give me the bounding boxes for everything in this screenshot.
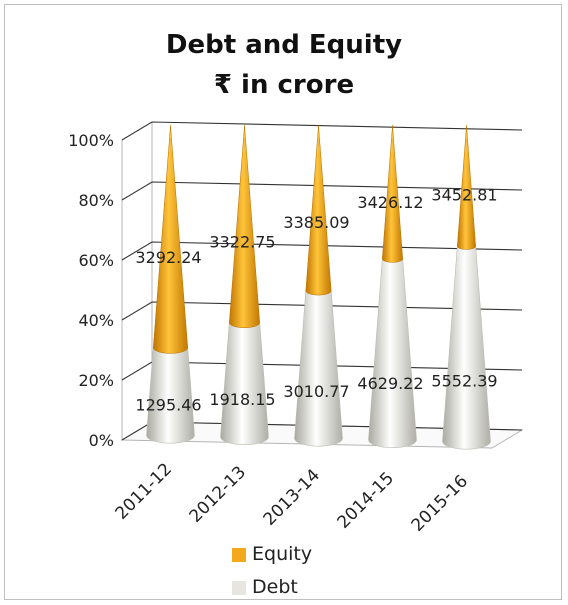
legend-swatch-equity (232, 547, 246, 562)
data-label-debt: 3010.77 (283, 382, 349, 401)
chart-subtitle: ₹ in crore (213, 70, 355, 100)
gridline (121, 181, 523, 201)
cone-debt-segment (442, 246, 491, 450)
x-tick-label: 2012-13 (186, 462, 250, 526)
cone-debt-segment (146, 347, 195, 444)
x-tick-label: 2013-14 (260, 465, 324, 529)
cone-equity-segment (229, 125, 260, 328)
data-label-debt: 1295.46 (135, 396, 201, 415)
data-label-equity: 3292.24 (135, 248, 201, 267)
x-tick-label: 2011-12 (112, 459, 176, 523)
cone-equity-segment (382, 125, 403, 263)
data-label-debt: 4629.22 (357, 374, 423, 393)
cone-equity-segment (305, 125, 332, 296)
y-tick-label: 0% (89, 431, 114, 450)
data-label-debt: 1918.15 (209, 390, 275, 409)
data-label-debt: 5552.39 (431, 372, 497, 391)
y-tick-label: 100% (68, 131, 114, 150)
legend-item-equity: Equity (232, 543, 312, 565)
x-tick-label: 2014-15 (334, 468, 398, 532)
data-label-equity: 3452.81 (431, 185, 497, 204)
data-label-equity: 3426.12 (357, 193, 423, 212)
axis-wall (121, 122, 153, 441)
cone-equity-segment (457, 125, 476, 250)
y-tick-label: 20% (78, 371, 114, 390)
cone-debt-segment (368, 258, 417, 448)
cone-debt-segment (220, 322, 269, 445)
data-label-equity: 3385.09 (283, 213, 349, 232)
cone-equity-segment (153, 125, 188, 354)
chart-title: Debt and Equity (165, 30, 403, 60)
legend-item-debt: Debt (232, 576, 298, 598)
gridline (121, 121, 523, 141)
y-tick-label: 60% (78, 251, 114, 270)
cone-debt-segment (294, 290, 343, 447)
y-tick-label: 40% (78, 311, 114, 330)
data-label-equity: 3322.75 (209, 233, 275, 252)
legend-label-debt: Debt (252, 576, 298, 598)
x-tick-label: 2015-16 (408, 471, 472, 535)
y-tick-label: 80% (78, 191, 114, 210)
legend-label-equity: Equity (252, 543, 313, 565)
legend-swatch-debt (232, 580, 246, 595)
